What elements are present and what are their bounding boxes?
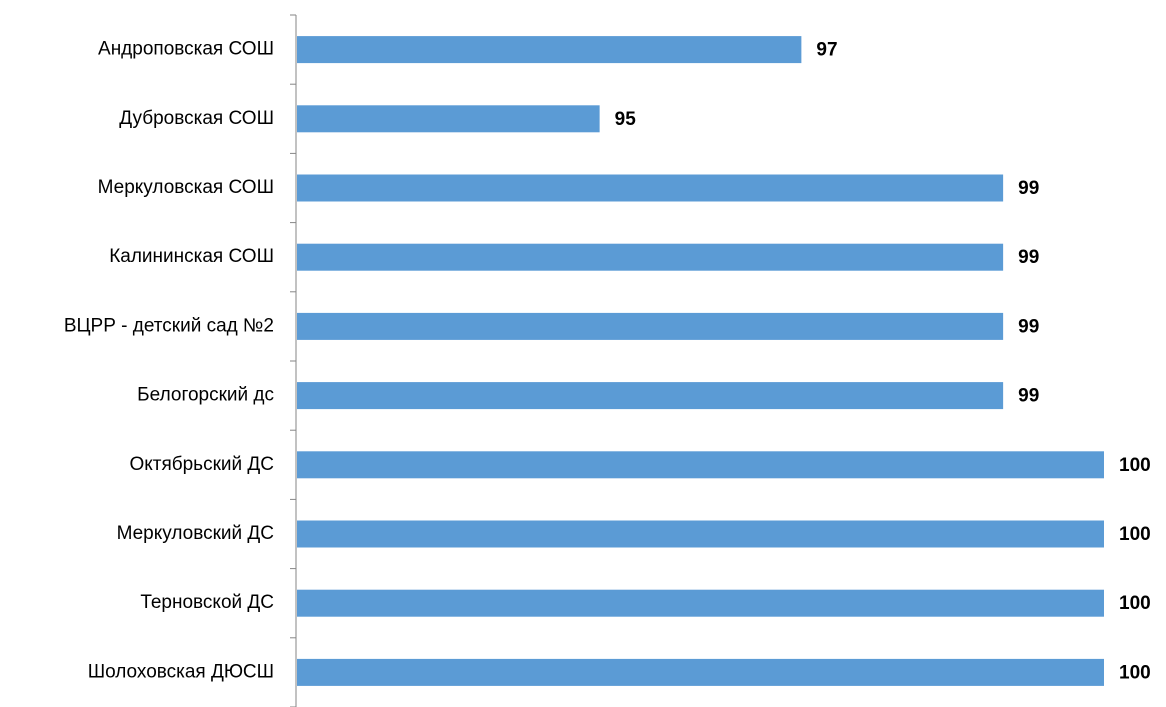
data-label: 100 [1119,455,1151,476]
data-label: 99 [1018,316,1039,337]
category-label: Калининская СОШ [109,246,274,267]
data-label: 100 [1119,662,1151,683]
data-label: 100 [1119,593,1151,614]
bar [297,243,1004,271]
data-label: 100 [1119,524,1151,545]
category-label: ВЦРР - детский сад №2 [64,315,274,336]
data-label: 95 [615,109,637,130]
bar [297,520,1104,548]
data-label: 97 [816,40,837,61]
category-label: Октябрьский ДС [129,454,274,475]
bar [297,105,600,133]
bar [297,451,1104,479]
bar [297,174,1004,202]
data-label: 99 [1018,386,1039,407]
bar [297,312,1004,340]
bar [297,589,1104,617]
category-label: Меркуловский ДС [117,523,274,544]
bar [297,382,1004,410]
category-label: Белогорский дс [137,385,274,406]
category-label: Шолоховская ДЮСШ [88,661,274,682]
category-label: Андроповская СОШ [98,39,274,60]
data-label: 99 [1018,178,1039,199]
data-label: 99 [1018,247,1039,268]
category-label: Дубровская СОШ [119,108,274,129]
bar [297,36,802,64]
category-label: Меркуловская СОШ [98,177,274,198]
category-label: Терновской ДС [140,592,274,613]
bar [297,658,1104,686]
